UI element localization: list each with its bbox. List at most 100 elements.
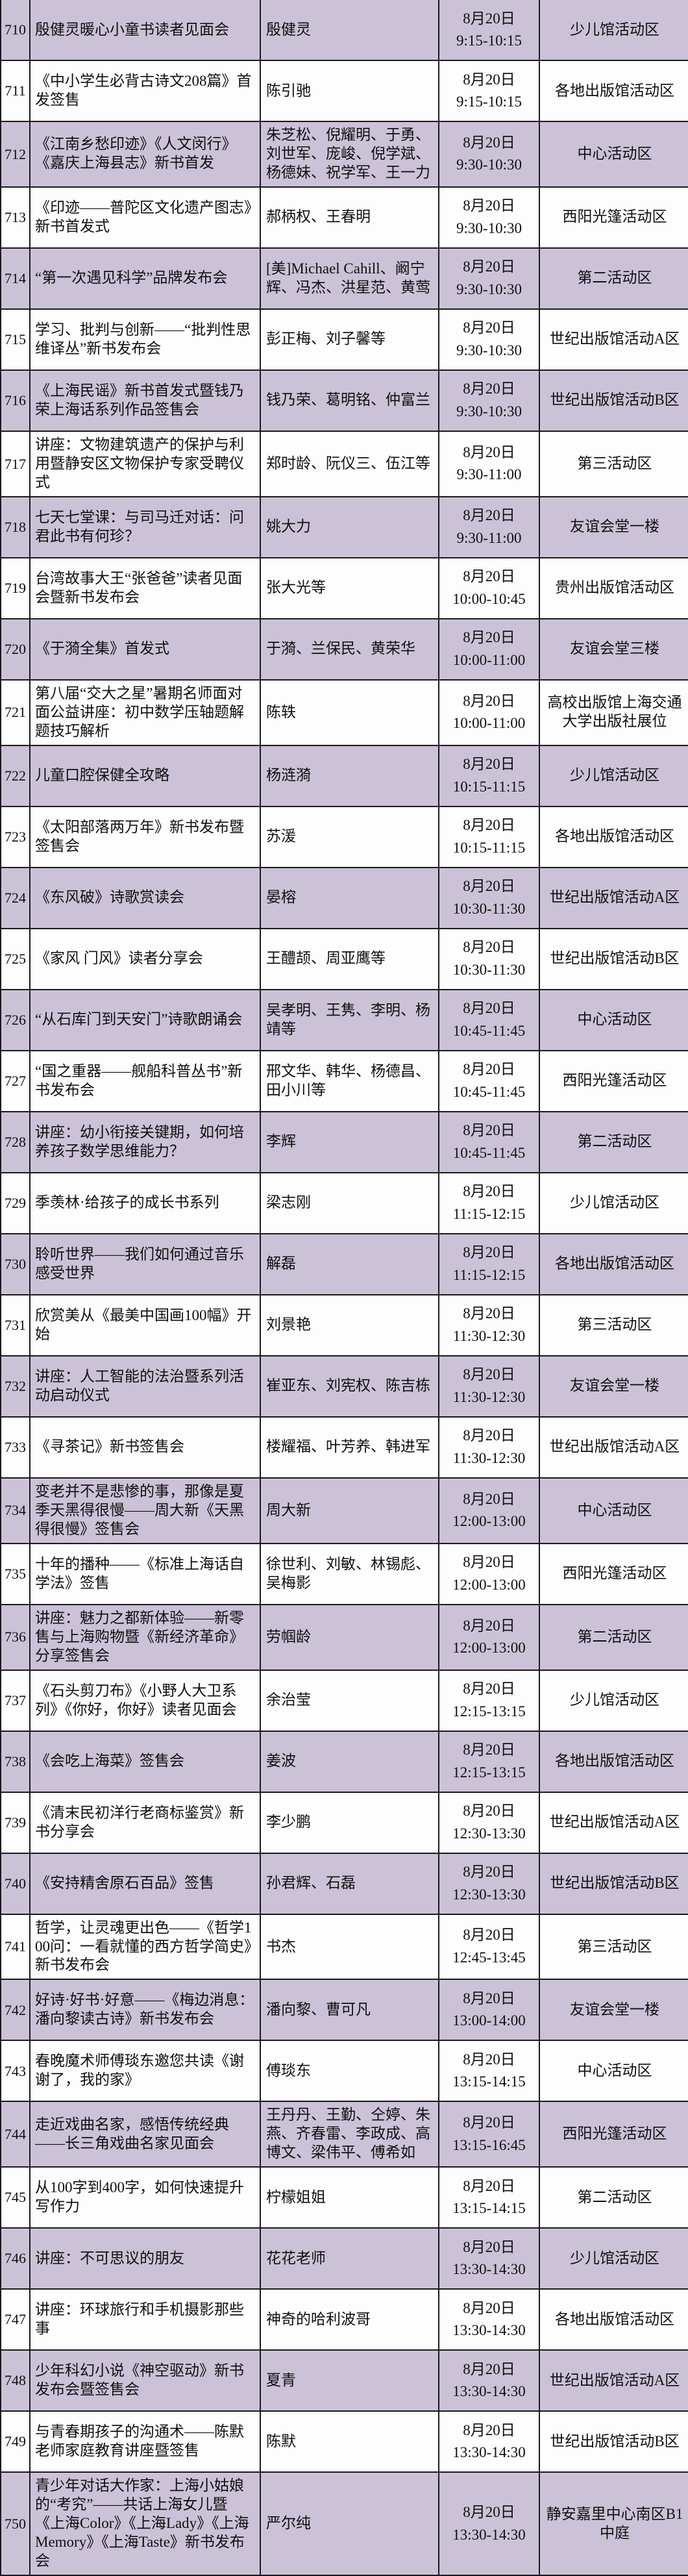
event-location: 第二活动区	[540, 249, 688, 308]
event-datetime: 8月20日 11:30-12:30	[439, 1295, 540, 1355]
event-location: 西阳光篷活动区	[540, 188, 688, 247]
event-date: 8月20日	[463, 1427, 515, 1444]
event-speakers-text: [美]Michael Cahill、阚宁辉、冯杰、洪星范、黄莺	[266, 260, 430, 295]
event-datetime: 8月20日 9:30-11:00	[439, 497, 540, 557]
event-datetime: 8月20日 11:15-12:15	[439, 1234, 540, 1294]
event-time: 11:15-12:15	[452, 1205, 526, 1222]
event-date: 8月20日	[463, 2360, 515, 2377]
event-speakers: 余治莹	[261, 1670, 439, 1731]
event-time: 10:00-10:45	[452, 590, 526, 607]
event-speakers-text: 解磊	[266, 1255, 296, 1272]
event-speakers-text: 于漪、兰保民、黄荣华	[266, 640, 415, 657]
event-location: 中心活动区	[540, 1479, 688, 1543]
event-title: 讲座：不可思议的朋友	[31, 2229, 261, 2289]
event-date: 8月20日	[463, 444, 515, 460]
event-title: 与青春期孩子的沟通术——陈默老师家庭教育讲座暨签售	[31, 2412, 261, 2472]
event-location: 世纪出版馆活动A区	[540, 868, 688, 928]
event-number: 722	[1, 745, 31, 806]
event-speakers-text: 钱乃荣、葛明铭、仲富兰	[266, 392, 430, 408]
event-location-text: 第二活动区	[577, 1133, 652, 1150]
event-title: 《东风破》诗歌赏读会	[31, 868, 261, 928]
event-row: 729 季羡林·给孩子的成长书系列 梁志刚 8月20日 11:15-12:15 少儿馆活动…	[1, 1173, 688, 1234]
event-number: 750	[1, 2473, 31, 2575]
event-title-text: 学习、批判与创新——“批判性思维译丛”新书发布会	[35, 321, 251, 356]
event-speakers-text: 苏湲	[266, 828, 296, 845]
event-speakers: 刘景艳	[261, 1295, 439, 1355]
event-time: 10:30-11:30	[452, 900, 526, 917]
event-title: 《家风 门风》读者分享会	[31, 929, 261, 989]
event-date: 8月20日	[463, 2299, 515, 2316]
event-date: 8月20日	[463, 878, 515, 895]
event-location: 中心活动区	[540, 990, 688, 1050]
event-date: 8月20日	[463, 10, 515, 27]
event-time: 12:45-13:45	[452, 1949, 526, 1966]
event-row: 742 好诗·好书·好意——《梅边消息：潘向黎读古诗》新书发布会 潘向黎、曹可凡 8月…	[1, 1980, 688, 2042]
event-row: 738 《会吃上海菜》签售会 姜波 8月20日 12:15-13:15 各地出版馆活动区	[1, 1731, 688, 1793]
event-number: 732	[1, 1356, 31, 1416]
event-title-text: 走近戏曲名家，感悟传统经典——长三角戏曲名家见面会	[35, 2116, 229, 2151]
event-row: 715 学习、批判与创新——“批判性思维译丛”新书发布会 彭正梅、刘子馨等 8月20日…	[1, 309, 688, 371]
event-speakers-text: 书杰	[266, 1938, 296, 1955]
event-number: 726	[1, 990, 31, 1050]
event-number: 749	[1, 2412, 31, 2472]
event-speakers-text: 李辉	[266, 1133, 296, 1150]
event-row: 737 《石头剪刀布》《小野人大卫系列》《你好，你好》读者见面会 余治莹 8月20日 1…	[1, 1670, 688, 1732]
event-time: 10:45-11:45	[452, 1022, 526, 1039]
event-row: 739 《清末民初洋行老商标鉴赏》新书分享会 李少鹏 8月20日 12:30-13:30…	[1, 1792, 688, 1854]
event-location-text: 高校出版馆上海交通大学出版社展位	[547, 694, 682, 730]
event-row: 721 第八届“交大之星”暑期名师面对面公益讲座：初中数学压轴题解题技巧解析 陈轶 8…	[1, 680, 688, 746]
event-number: 715	[1, 309, 31, 369]
event-title: 七天七堂课：与司马迁对话：问君此书有何珍？	[31, 497, 261, 557]
event-location: 第二活动区	[540, 2168, 688, 2227]
event-location-text: 友谊会堂一楼	[570, 1377, 659, 1394]
event-speakers: 王醴颉、周亚鹰等	[261, 929, 439, 989]
event-title: “从石库门到天安门”诗歌朗诵会	[31, 990, 261, 1050]
event-speakers-text: 潘向黎、曹可凡	[266, 2001, 371, 2018]
event-location-text: 西阳光篷活动区	[562, 1565, 667, 1582]
event-number: 745	[1, 2168, 31, 2228]
event-location-text: 第三活动区	[577, 455, 652, 471]
event-time: 11:30-12:30	[452, 1388, 526, 1405]
event-title: 哲学，让灵魂更出色——《哲学100问：一看就懂的西方哲学简史》新书发布会	[31, 1914, 261, 1979]
event-number: 735	[1, 1544, 31, 1604]
event-title: 《于漪全集》首发式	[31, 619, 261, 679]
event-location-text: 中心活动区	[577, 1011, 652, 1028]
event-datetime: 8月20日 10:45-11:45	[439, 1112, 540, 1172]
event-speakers-text: 周大新	[266, 1501, 311, 1518]
event-title: 儿童口腔保健全攻略	[31, 745, 261, 806]
event-location-text: 西阳光篷活动区	[562, 2125, 667, 2142]
event-title-text: 《江南乡愁印迹》《人文闵行》《嘉庆上海县志》新书首发	[35, 136, 237, 171]
event-datetime: 8月20日 10:15-11:15	[439, 745, 540, 806]
event-date: 8月20日	[463, 2051, 515, 2068]
event-speakers: 彭正梅、刘子馨等	[261, 309, 439, 369]
event-number: 729	[1, 1173, 31, 1233]
event-location-text: 中心活动区	[577, 145, 652, 162]
event-title: 《中小学生必背古诗文208篇》首发签售	[31, 61, 261, 121]
event-datetime: 8月20日 10:30-11:30	[439, 929, 540, 989]
event-title-text: 第八届“交大之星”暑期名师面对面公益讲座：初中数学压轴题解题技巧解析	[35, 684, 244, 739]
event-date: 8月20日	[463, 1000, 515, 1017]
event-datetime: 8月20日 11:30-12:30	[439, 1417, 540, 1477]
event-datetime: 8月20日 10:45-11:45	[439, 990, 540, 1050]
event-date: 8月20日	[463, 1617, 515, 1634]
event-title-text: 讲座：不可思议的朋友	[35, 2249, 184, 2266]
event-time: 9:30-10:30	[456, 156, 522, 173]
event-speakers-text: 花花老师	[266, 2249, 326, 2266]
event-title-text: “从石库门到天安门”诗歌朗诵会	[35, 1011, 243, 1028]
event-date: 8月20日	[463, 197, 515, 214]
event-time: 12:30-13:30	[452, 1886, 526, 1903]
event-speakers: 钱乃荣、葛明铭、仲富兰	[261, 370, 439, 431]
event-date: 8月20日	[463, 1244, 515, 1261]
event-row: 711 《中小学生必背古诗文208篇》首发签售 陈引驰 8月20日 9:15-10:15…	[1, 61, 688, 122]
event-title: “国之重器——舰船科普丛书”新书发布会	[31, 1051, 261, 1111]
event-title: 《上海民谣》新书首发式暨钱乃荣上海话系列作品签售会	[31, 370, 261, 431]
event-row: 723 《太阳部落两万年》新书发布暨签售会 苏湲 8月20日 10:15-11:15 各地…	[1, 807, 688, 868]
event-datetime: 8月20日 13:30-14:30	[439, 2412, 540, 2472]
event-speakers: 夏青	[261, 2351, 439, 2411]
event-datetime: 8月20日 10:45-11:45	[439, 1051, 540, 1111]
event-title-text: 《于漪全集》首发式	[35, 640, 169, 657]
event-number: 742	[1, 1980, 31, 2040]
event-time: 10:45-11:45	[452, 1144, 526, 1161]
event-row: 726 “从石库门到天安门”诗歌朗诵会 吴孝明、王隽、李明、杨靖等 8月20日 10:4…	[1, 990, 688, 1051]
event-speakers-text: 陈引驰	[266, 82, 311, 99]
